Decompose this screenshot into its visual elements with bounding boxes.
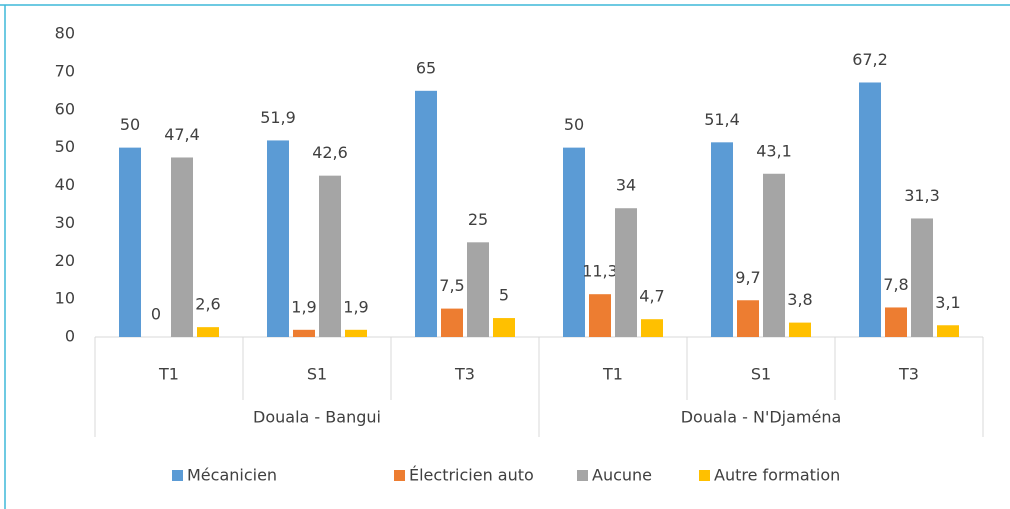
data-label: 42,6 xyxy=(312,143,348,162)
y-tick-label: 30 xyxy=(55,213,75,232)
data-label: 31,3 xyxy=(904,186,940,205)
x-tick-label: T3 xyxy=(898,365,919,384)
x-tick-label: S1 xyxy=(751,365,771,384)
y-tick-label: 40 xyxy=(55,175,75,194)
data-label: 7,5 xyxy=(439,276,464,295)
data-label: 3,8 xyxy=(787,290,812,309)
data-label: 11,3 xyxy=(582,262,618,281)
data-label: 50 xyxy=(120,115,140,134)
legend-label: Aucune xyxy=(592,466,652,485)
x-tick-label: S1 xyxy=(307,365,327,384)
group-label: Douala - Bangui xyxy=(253,408,381,427)
bar xyxy=(711,142,733,337)
data-label: 4,7 xyxy=(639,287,664,306)
bar xyxy=(737,300,759,337)
bar xyxy=(319,175,341,337)
bar xyxy=(859,82,881,337)
legend-swatch xyxy=(577,470,588,481)
bar xyxy=(589,294,611,337)
legend-label: Électricien auto xyxy=(409,466,534,485)
bar xyxy=(293,329,315,337)
data-label: 43,1 xyxy=(756,141,792,160)
bar xyxy=(171,157,193,337)
data-label: 1,9 xyxy=(291,297,316,316)
bar xyxy=(267,140,289,337)
bar xyxy=(937,325,959,337)
data-label: 9,7 xyxy=(735,268,760,287)
data-label: 51,9 xyxy=(260,108,296,127)
bar xyxy=(563,147,585,337)
data-label: 47,4 xyxy=(164,125,200,144)
data-label: 0 xyxy=(151,305,161,324)
data-label: 1,9 xyxy=(343,297,368,316)
y-tick-label: 80 xyxy=(55,24,75,43)
legend-swatch xyxy=(172,470,183,481)
y-tick-label: 10 xyxy=(55,289,75,308)
bar xyxy=(763,173,785,337)
bar xyxy=(911,218,933,337)
bar xyxy=(467,242,489,337)
y-tick-label: 60 xyxy=(55,99,75,118)
x-tick-label: T1 xyxy=(602,365,623,384)
legend-label: Autre formation xyxy=(714,466,840,485)
data-label: 50 xyxy=(564,115,584,134)
data-label: 2,6 xyxy=(195,295,220,314)
bar xyxy=(197,327,219,337)
legend-swatch xyxy=(394,470,405,481)
data-label: 67,2 xyxy=(852,50,888,69)
bar xyxy=(345,329,367,337)
y-tick-label: 20 xyxy=(55,251,75,270)
bar xyxy=(885,307,907,337)
x-tick-label: T1 xyxy=(158,365,179,384)
data-label: 7,8 xyxy=(883,275,908,294)
x-tick-label: T3 xyxy=(454,365,475,384)
data-label: 5 xyxy=(499,286,509,305)
bar xyxy=(641,319,663,337)
y-tick-label: 70 xyxy=(55,61,75,80)
data-label: 65 xyxy=(416,58,436,77)
data-label: 25 xyxy=(468,210,488,229)
legend-label: Mécanicien xyxy=(187,466,277,485)
bar xyxy=(615,208,637,337)
legend-swatch xyxy=(699,470,710,481)
bar xyxy=(415,90,437,337)
y-tick-label: 0 xyxy=(65,327,75,346)
data-label: 34 xyxy=(616,176,636,195)
bar xyxy=(789,322,811,337)
data-label: 51,4 xyxy=(704,110,740,129)
group-label: Douala - N'Djaména xyxy=(681,408,842,427)
y-tick-label: 50 xyxy=(55,137,75,156)
bar xyxy=(493,318,515,337)
bar xyxy=(119,147,141,337)
bar xyxy=(441,308,463,337)
data-label: 3,1 xyxy=(935,293,960,312)
